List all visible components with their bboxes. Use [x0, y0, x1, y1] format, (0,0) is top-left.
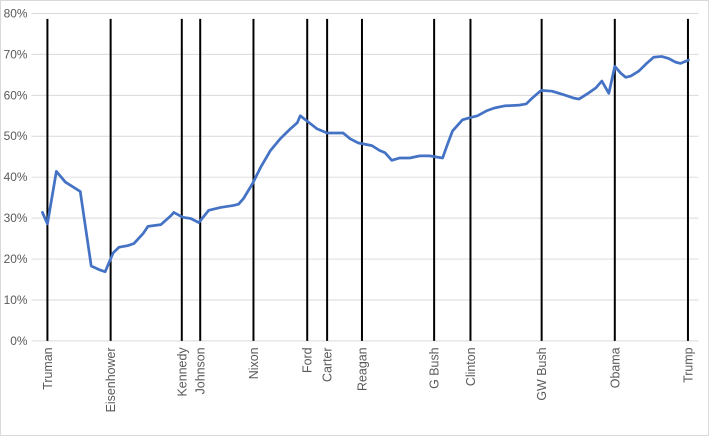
x-axis-president-label: G Bush: [428, 347, 442, 389]
y-axis-tick-label: 0%: [10, 334, 28, 348]
x-axis-president-label: Kennedy: [175, 347, 189, 397]
x-axis-president-label: Nixon: [247, 347, 261, 379]
y-axis-tick-label: 40%: [4, 170, 28, 184]
x-axis-president-label: Truman: [41, 347, 55, 389]
x-axis-president-label: GW Bush: [535, 347, 549, 400]
y-axis-tick-label: 70%: [4, 47, 28, 61]
y-axis-tick-label: 10%: [4, 293, 28, 307]
x-axis-president-label: Reagan: [355, 347, 369, 391]
x-axis-president-label: Ford: [301, 347, 315, 373]
y-axis-tick-label: 50%: [4, 129, 28, 143]
y-axis-tick-label: 80%: [4, 6, 28, 20]
x-axis-president-label: Carter: [321, 347, 335, 382]
y-axis-tick-label: 30%: [4, 211, 28, 225]
x-axis-president-label: Clinton: [464, 347, 478, 386]
x-axis-president-label: Obama: [608, 347, 622, 388]
data-series-line: [41, 55, 690, 274]
y-axis-tick-label: 60%: [4, 88, 28, 102]
x-axis-president-label: Eisenhower: [104, 347, 118, 412]
x-axis-president-label: Johnson: [194, 347, 208, 394]
x-axis-president-label: Trump: [681, 347, 695, 383]
y-axis-tick-label: 20%: [4, 252, 28, 266]
